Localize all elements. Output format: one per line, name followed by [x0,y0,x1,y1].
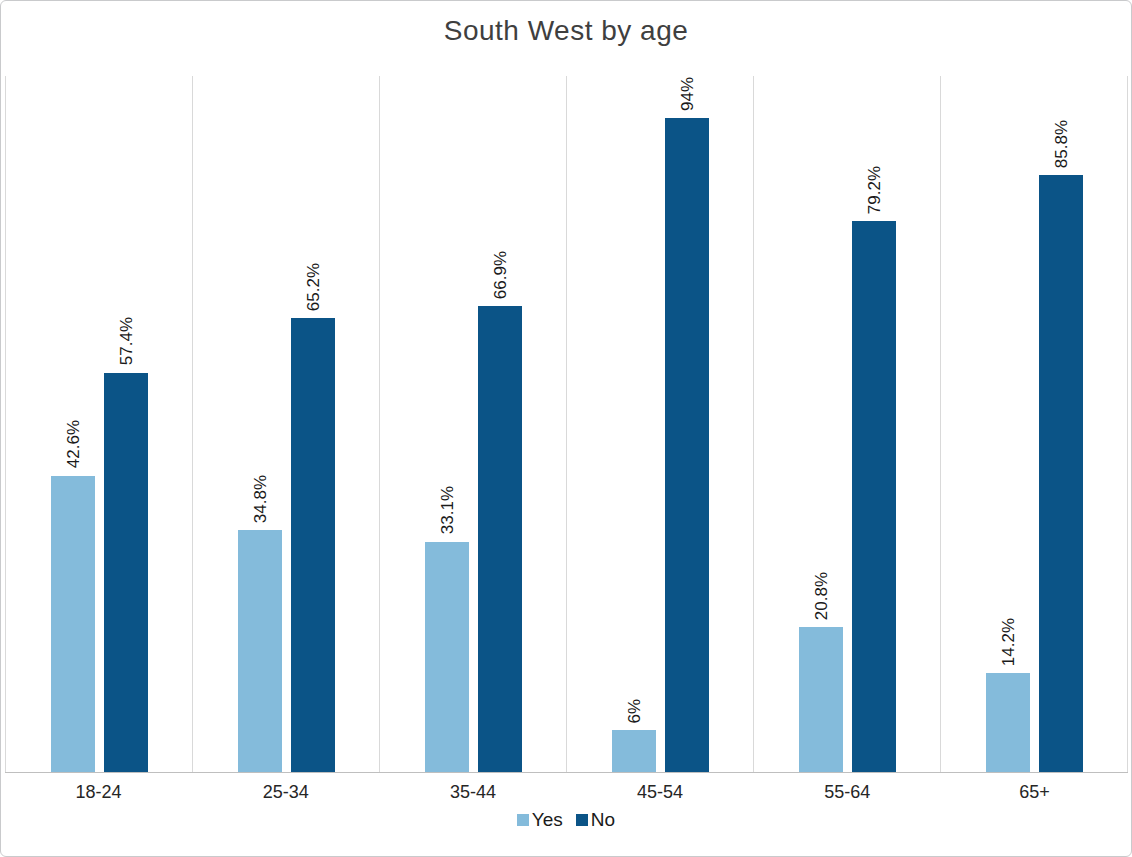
legend: Yes No [1,809,1131,831]
data-label-no-45-54: 94% [678,77,695,111]
category-group-18-24: 42.6%57.4% [5,76,193,772]
legend-item-yes: Yes [517,809,563,831]
category-group-35-44: 33.1%66.9% [380,76,567,772]
legend-label-yes: Yes [532,809,563,831]
bar-no-35-44: 66.9% [478,306,522,772]
data-label-yes-18-24: 42.6% [64,420,81,468]
x-axis: 18-2425-3435-4445-5455-6465+ [5,773,1128,803]
x-axis-label-25-34: 25-34 [192,773,379,803]
data-label-yes-65+: 14.2% [999,618,1016,666]
bar-yes-18-24: 42.6% [51,476,95,772]
x-axis-label-65+: 65+ [941,773,1128,803]
category-group-45-54: 6%94% [567,76,754,772]
bar-yes-25-34: 34.8% [238,530,282,772]
plot-area: 42.6%57.4%34.8%65.2%33.1%66.9%6%94%20.8%… [5,76,1128,773]
legend-item-no: No [576,809,615,831]
data-label-no-18-24: 57.4% [117,317,134,365]
bar-no-25-34: 65.2% [291,318,335,772]
chart-title: South West by age [1,15,1131,47]
category-group-55-64: 20.8%79.2% [754,76,941,772]
category-group-65+: 14.2%85.8% [941,76,1128,772]
x-axis-label-18-24: 18-24 [5,773,192,803]
data-label-yes-35-44: 33.1% [438,486,455,534]
x-axis-label-55-64: 55-64 [754,773,941,803]
x-axis-label-45-54: 45-54 [567,773,754,803]
bar-no-65+: 85.8% [1039,175,1083,772]
category-group-25-34: 34.8%65.2% [193,76,380,772]
legend-label-no: No [591,809,615,831]
data-label-yes-25-34: 34.8% [251,475,268,523]
bar-no-18-24: 57.4% [104,373,148,773]
bar-yes-65+: 14.2% [986,673,1030,772]
data-label-yes-45-54: 6% [625,699,642,724]
chart-canvas: South West by age 42.6%57.4%34.8%65.2%33… [0,0,1132,857]
x-axis-label-35-44: 35-44 [379,773,566,803]
data-label-yes-55-64: 20.8% [812,572,829,620]
bar-yes-55-64: 20.8% [799,627,843,772]
bar-no-45-54: 94% [665,118,709,772]
bar-yes-45-54: 6% [612,730,656,772]
legend-swatch-yes [517,814,529,826]
bar-yes-35-44: 33.1% [425,542,469,772]
data-label-no-55-64: 79.2% [865,166,882,214]
data-label-no-35-44: 66.9% [491,251,508,299]
legend-swatch-no [576,814,588,826]
data-label-no-65+: 85.8% [1052,120,1069,168]
data-label-no-25-34: 65.2% [304,263,321,311]
bar-no-55-64: 79.2% [852,221,896,772]
